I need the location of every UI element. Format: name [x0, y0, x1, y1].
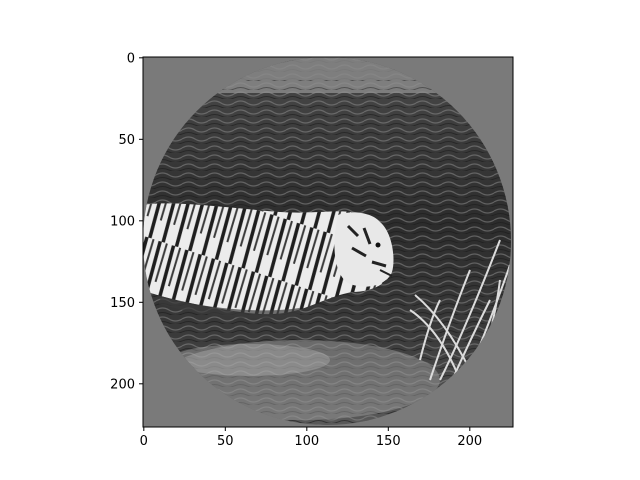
image-area: [143, 57, 513, 427]
tiger-head: [334, 212, 394, 287]
y-tick-label: 200: [110, 377, 135, 392]
axes-frame: [142, 56, 514, 428]
x-tick-label: 100: [294, 434, 319, 449]
x-tick-label: 150: [376, 434, 401, 449]
tiger-body: [143, 203, 393, 315]
x-tick-label: 50: [217, 434, 234, 449]
y-tick-label: 50: [118, 133, 135, 148]
y-tick-label: 150: [110, 296, 135, 311]
tiger: [143, 203, 394, 319]
x-tick-label: 0: [140, 434, 148, 449]
x-tick-label: 200: [457, 434, 482, 449]
x-axis-ticks: 0 50 100 150 200: [140, 427, 482, 449]
y-tick-label: 0: [127, 51, 135, 66]
y-axis-ticks: 0 50 100 150 200: [110, 51, 143, 392]
y-tick-label: 100: [110, 214, 135, 229]
